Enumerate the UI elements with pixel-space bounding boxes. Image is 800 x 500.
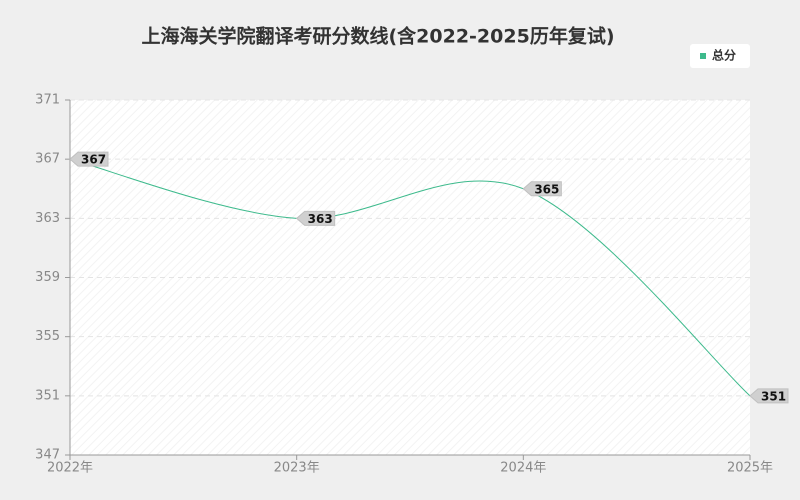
legend-label: 总分 [712, 48, 736, 63]
data-label: 365 [534, 182, 559, 196]
x-tick-label: 2025年 [727, 461, 773, 476]
data-label-tag [295, 210, 336, 226]
x-tick-label: 2023年 [274, 461, 320, 476]
data-label: 363 [308, 212, 333, 226]
line [69, 158, 751, 397]
data-label-tag [69, 151, 109, 167]
data-label: 367 [81, 153, 106, 167]
data-label-tag [522, 181, 562, 197]
y-tick-label: 367 [35, 152, 60, 167]
y-tick-label: 347 [35, 448, 60, 463]
chart-title: 上海海关学院翻译考研分数线(含2022-2025历年复试) [141, 25, 614, 48]
x-tick-label: 2024年 [500, 461, 546, 476]
y-tick-label: 355 [35, 329, 60, 344]
data-label-tag [749, 388, 789, 404]
data-label: 351 [761, 389, 786, 403]
legend-swatch [700, 53, 706, 59]
y-tick-label: 363 [35, 211, 60, 226]
plot-area [70, 100, 750, 455]
y-tick-label: 371 [35, 93, 60, 108]
x-tick-label: 2022年 [47, 461, 93, 476]
legend: 总分 [690, 44, 750, 68]
y-tick-label: 359 [35, 270, 60, 285]
y-tick-label: 351 [35, 388, 60, 403]
legend-box [690, 44, 750, 68]
